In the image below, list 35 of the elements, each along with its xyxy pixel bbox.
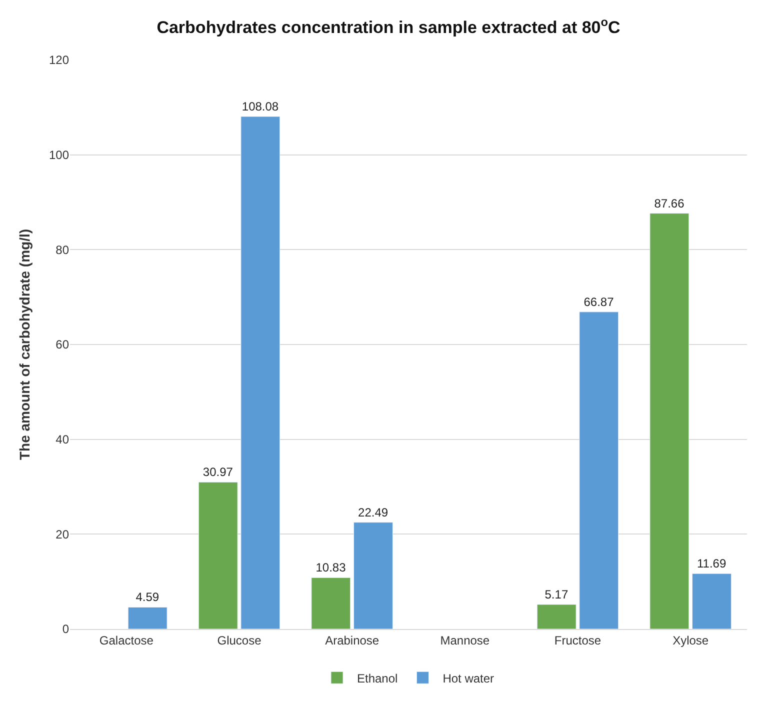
y-tick-label: 100 [48, 148, 70, 162]
bar [240, 116, 280, 629]
legend-label: Ethanol [357, 671, 398, 686]
bar [198, 482, 238, 629]
y-axis-title: The amount of carbohydrate (mg/l) [16, 228, 33, 460]
data-label: 10.83 [316, 560, 346, 575]
bar [128, 606, 168, 629]
data-label: 5.17 [544, 587, 568, 602]
y-tick-label: 80 [56, 242, 70, 257]
data-label: 11.69 [697, 556, 726, 571]
bar [579, 312, 619, 629]
bar [536, 604, 576, 629]
x-tick-label: Glucose [217, 633, 262, 648]
x-tick-label: Galactose [99, 633, 154, 648]
y-tick-label: 60 [56, 338, 70, 352]
data-label: 22.49 [358, 505, 388, 520]
data-label: 87.66 [654, 196, 685, 210]
x-tick-label: Mannose [440, 633, 490, 648]
data-label: 4.59 [136, 590, 160, 604]
x-tick-label: Fructose [554, 633, 602, 648]
data-label: 66.87 [584, 294, 614, 309]
data-label: 30.97 [202, 465, 234, 480]
y-tick-label: 120 [48, 53, 70, 68]
legend-label: Hot water [442, 671, 494, 686]
x-tick-label: Xylose [672, 633, 709, 648]
bar [311, 577, 351, 629]
bar [650, 213, 690, 629]
chart-title: Carbohydrates concentration in sample extracted at 80$^{o}$C [156, 14, 620, 38]
x-tick-label: Arabinose [325, 633, 380, 648]
y-tick-label: 20 [56, 527, 70, 542]
y-tick-label: 0 [62, 622, 70, 636]
bar [354, 522, 393, 629]
data-label: 108.08 [242, 100, 279, 114]
y-tick-label: 40 [56, 432, 70, 447]
bar [692, 573, 732, 629]
